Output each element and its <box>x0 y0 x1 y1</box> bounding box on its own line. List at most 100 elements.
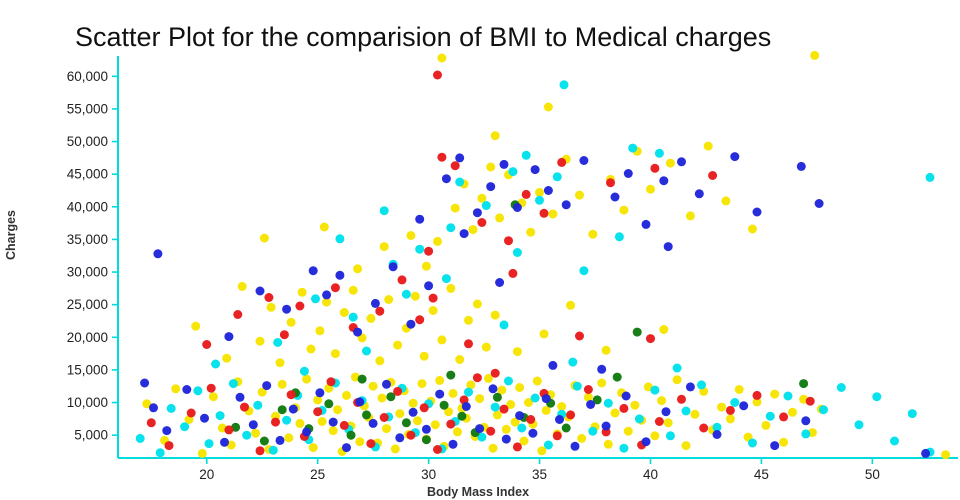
data-point <box>317 417 327 426</box>
data-point <box>659 325 669 334</box>
data-point <box>346 430 356 440</box>
data-point <box>437 152 447 162</box>
data-point <box>672 363 682 373</box>
data-point <box>342 443 351 453</box>
data-point <box>419 351 429 361</box>
data-point <box>725 414 735 424</box>
data-point <box>657 396 667 406</box>
data-point <box>379 242 389 252</box>
data-point <box>665 158 675 168</box>
data-point <box>519 436 529 446</box>
data-point <box>490 310 500 320</box>
data-point <box>433 70 442 80</box>
data-point <box>630 400 640 410</box>
data-point <box>634 414 644 424</box>
data-point <box>512 442 522 452</box>
data-point <box>401 289 411 299</box>
data-point <box>302 427 312 437</box>
data-point <box>366 313 376 323</box>
data-point <box>362 410 371 420</box>
data-point <box>739 401 749 411</box>
data-point <box>197 448 207 458</box>
data-point <box>339 308 349 317</box>
data-point <box>446 283 456 293</box>
data-point <box>233 310 243 319</box>
data-point <box>477 432 487 442</box>
data-point <box>406 430 416 440</box>
data-point <box>588 426 598 436</box>
data-point <box>492 410 502 420</box>
data-point <box>446 370 456 380</box>
data-point <box>663 418 673 428</box>
data-point <box>836 383 846 392</box>
data-point <box>204 439 214 449</box>
data-point <box>712 422 722 432</box>
data-point <box>375 356 385 366</box>
data-point <box>572 381 582 391</box>
data-point <box>515 383 525 392</box>
data-point <box>342 390 351 400</box>
data-point <box>801 429 811 439</box>
data-point <box>748 438 757 448</box>
data-point <box>446 223 456 233</box>
data-point <box>475 424 485 434</box>
data-point <box>228 379 238 389</box>
data-point <box>472 299 482 309</box>
data-point <box>541 405 551 415</box>
data-point <box>448 388 458 398</box>
data-point <box>623 426 633 436</box>
data-point <box>200 413 209 423</box>
data-point <box>433 445 442 454</box>
data-point <box>240 402 249 412</box>
data-point <box>428 306 438 315</box>
data-point <box>206 383 216 393</box>
data-point <box>484 373 493 383</box>
data-point <box>441 174 451 184</box>
data-point <box>510 417 520 427</box>
data-point <box>326 377 336 387</box>
data-point <box>140 378 150 388</box>
data-point <box>566 300 576 310</box>
data-point <box>495 278 505 287</box>
data-point <box>504 376 513 386</box>
data-point <box>424 281 434 291</box>
data-point <box>166 403 176 413</box>
data-point <box>466 380 476 390</box>
data-point <box>499 159 509 169</box>
data-point <box>925 172 935 182</box>
data-point <box>153 249 163 259</box>
data-point <box>512 347 522 357</box>
data-point <box>646 184 655 194</box>
data-point <box>348 285 358 295</box>
data-point <box>308 266 318 276</box>
data-point <box>552 431 562 441</box>
data-point <box>450 161 460 171</box>
data-point <box>408 398 418 408</box>
data-point <box>448 439 458 449</box>
data-point <box>464 339 473 349</box>
data-point <box>508 167 518 177</box>
data-point <box>335 234 345 244</box>
data-point <box>322 290 332 300</box>
data-point <box>579 156 589 165</box>
data-point <box>506 400 516 409</box>
data-point <box>568 357 578 367</box>
data-point <box>453 427 462 437</box>
data-point <box>619 443 629 453</box>
points-layer <box>135 50 951 460</box>
data-point <box>490 368 500 378</box>
y-tick-label: 5,000 <box>74 428 108 443</box>
data-point <box>501 434 511 444</box>
data-point <box>328 426 338 436</box>
data-point <box>665 431 675 441</box>
y-tick-label: 55,000 <box>67 101 108 116</box>
data-point <box>393 386 403 396</box>
data-point <box>677 394 686 404</box>
y-tick-label: 40,000 <box>67 199 108 214</box>
data-point <box>497 385 507 395</box>
data-point <box>421 424 431 434</box>
data-point <box>734 385 744 394</box>
data-point <box>486 182 496 192</box>
data-point <box>410 291 420 301</box>
